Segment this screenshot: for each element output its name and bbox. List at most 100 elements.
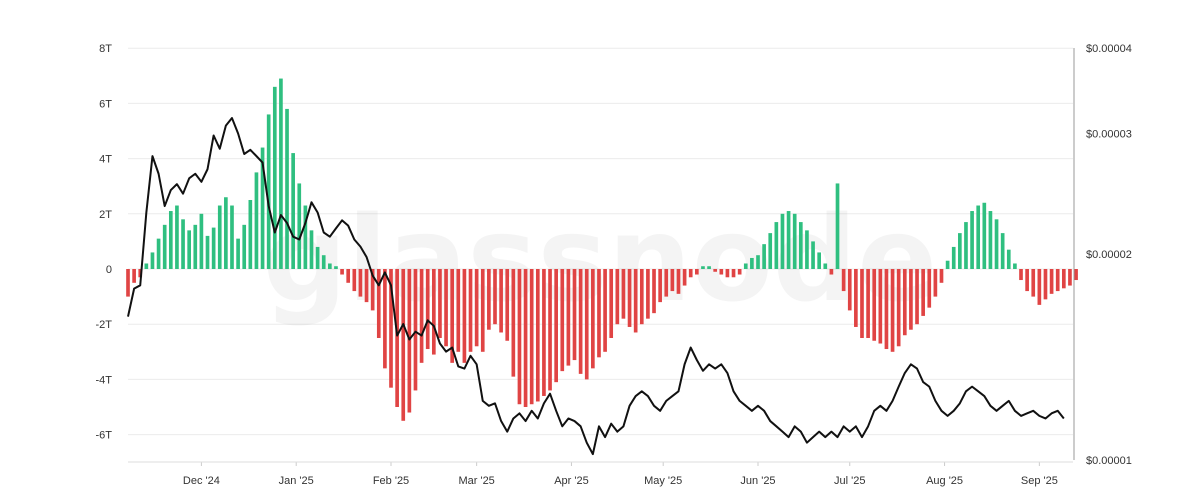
outflow-bar [829, 269, 834, 275]
inflow-bar [1000, 233, 1005, 269]
outflow-bar [719, 269, 724, 275]
outflow-bar [591, 269, 595, 369]
outflow-bar [438, 269, 442, 338]
right-axis-tick-label: $0.00001 [1086, 455, 1132, 467]
outflow-bar [713, 269, 718, 272]
right-axis-tick-label: $0.00002 [1086, 249, 1132, 261]
inflow-bar [768, 233, 773, 269]
outflow-bar [376, 269, 381, 338]
outflow-bar [633, 269, 638, 333]
inflow-bar [150, 252, 155, 269]
outflow-bar [431, 269, 436, 355]
inflow-bar [242, 224, 247, 269]
x-axis-tick-labels: Dec '24 Jan '25 Feb '25 Mar '25 Apr '25 May '… [183, 462, 1058, 487]
outflow-bar [584, 269, 589, 380]
inflow-bar [291, 153, 295, 269]
x-axis-tick-label: Jul '25 [834, 475, 865, 487]
outflow-bar [725, 269, 730, 278]
outflow-bar [413, 269, 418, 391]
outflow-bar [1049, 269, 1054, 294]
outflow-bar [389, 269, 393, 388]
outflow-bar [896, 269, 901, 347]
outflow-bar [480, 269, 485, 352]
inflow-bar [279, 78, 283, 269]
outflow-bar [890, 269, 895, 352]
outflow-bar [621, 269, 626, 319]
outflow-bar [1019, 269, 1023, 281]
outflow-bar [652, 269, 656, 314]
inflow-bar [272, 86, 277, 269]
inflow-bar [285, 108, 289, 269]
inflow-bar [701, 266, 705, 269]
inflow-bar [707, 266, 711, 269]
inflow-bar [334, 266, 338, 269]
inflow-bar [951, 246, 956, 269]
outflow-bar [462, 269, 467, 363]
inflow-bar [982, 202, 987, 269]
left-axis-tick-label: 2T [99, 209, 112, 221]
outflow-bar [927, 269, 932, 308]
outflow-bar [872, 269, 877, 341]
outflow-bar [352, 269, 357, 292]
outflow-bar [566, 269, 571, 366]
inflow-bar [297, 183, 302, 269]
left-axis-tick-label: -4T [96, 374, 113, 386]
inflow-bar [328, 263, 332, 269]
inflow-bar [756, 255, 760, 269]
outflow-bar [572, 269, 577, 361]
x-axis-tick-label: Mar '25 [458, 475, 494, 487]
inflow-bar [217, 205, 222, 269]
outflow-bar [658, 269, 662, 303]
inflow-bar [958, 233, 962, 269]
left-axis-tick-label: -2T [96, 319, 113, 331]
inflow-bar [199, 213, 204, 269]
outflow-bar [1068, 269, 1072, 286]
outflow-bar [425, 269, 430, 350]
inflow-bar [970, 211, 974, 269]
outflow-bar [419, 269, 424, 363]
inflow-bar [248, 200, 253, 269]
outflow-bar [487, 269, 491, 330]
outflow-bar [603, 269, 607, 352]
inflow-bar [798, 222, 803, 269]
inflow-bar [168, 211, 173, 269]
inflow-bar [835, 183, 840, 269]
outflow-bar [499, 269, 503, 333]
outflow-bar [395, 269, 399, 407]
outflow-bar [407, 269, 412, 413]
inflow-bar [315, 246, 320, 269]
inflow-bar [321, 255, 326, 269]
inflow-bar [187, 230, 191, 269]
outflow-bar [505, 269, 510, 341]
outflow-bar [364, 269, 369, 303]
inflow-bar [230, 205, 234, 269]
inflow-bar [945, 260, 950, 269]
x-axis-tick-label: Feb '25 [373, 475, 409, 487]
outflow-bar [1074, 269, 1078, 281]
outflow-bar [939, 269, 944, 283]
inflow-bar [805, 230, 809, 269]
inflow-bar [236, 238, 240, 269]
outflow-bar [132, 269, 136, 283]
x-axis-tick-label: Aug '25 [926, 475, 963, 487]
inflow-bar [144, 263, 149, 269]
outflow-bar [560, 269, 565, 372]
x-axis-tick-label: May '25 [644, 475, 682, 487]
outflow-bar [688, 269, 693, 278]
left-axis-tick-labels: 8T 6T 4T 2T 0 -2T -4T -6T [96, 43, 113, 441]
outflow-bar [523, 269, 528, 407]
inflow-bar [1013, 263, 1017, 269]
x-axis-tick-label: Jan '25 [279, 475, 314, 487]
inflow-bar [260, 147, 265, 269]
right-axis-tick-labels: $0.00004 $0.00003 $0.00002 $0.00001 [1086, 43, 1132, 467]
outflow-bar [860, 269, 864, 338]
inflow-bar [156, 238, 161, 269]
outflow-bar [847, 269, 852, 311]
left-axis-tick-label: -6T [96, 430, 113, 442]
inflow-bar [254, 172, 259, 269]
x-axis-tick-label: Apr '25 [554, 475, 589, 487]
outflow-bar [866, 269, 870, 338]
outflow-bar [615, 269, 620, 325]
inflow-bar [1006, 249, 1011, 269]
